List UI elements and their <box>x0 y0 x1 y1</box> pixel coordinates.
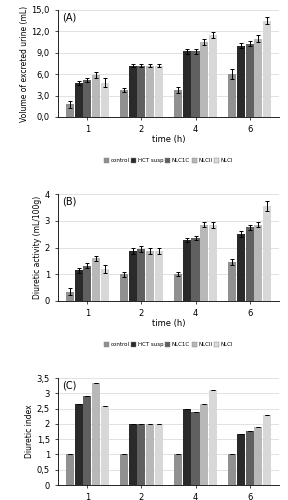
Text: (B): (B) <box>62 196 76 206</box>
Bar <box>209 225 217 301</box>
Text: (A): (A) <box>62 12 76 22</box>
Bar <box>101 270 109 301</box>
Bar <box>254 38 262 117</box>
Legend: control, HCT susp, NLC1C, NLCII, NLCI: control, HCT susp, NLC1C, NLCII, NLCI <box>104 158 233 164</box>
Bar <box>228 74 236 117</box>
Bar <box>120 454 128 485</box>
Bar <box>120 274 128 301</box>
Bar <box>66 104 74 117</box>
Bar <box>83 80 91 117</box>
Bar <box>200 225 208 301</box>
Bar <box>75 404 83 485</box>
Bar <box>228 262 236 301</box>
Bar <box>92 75 100 117</box>
Bar <box>192 412 200 485</box>
Bar <box>66 454 74 485</box>
Bar <box>101 82 109 117</box>
Bar <box>246 431 254 485</box>
Bar <box>192 52 200 117</box>
Bar <box>246 228 254 301</box>
Bar <box>263 416 271 485</box>
Bar <box>146 424 154 485</box>
Bar <box>200 42 208 117</box>
X-axis label: time (h): time (h) <box>152 319 185 328</box>
Bar <box>83 266 91 301</box>
Bar <box>254 427 262 485</box>
Bar <box>155 424 163 485</box>
Bar <box>92 258 100 301</box>
Bar <box>246 44 254 117</box>
Bar <box>129 66 137 117</box>
Bar <box>237 46 245 117</box>
Bar <box>209 35 217 117</box>
Bar <box>137 249 145 301</box>
Bar <box>174 90 182 117</box>
Bar <box>174 274 182 301</box>
Text: (C): (C) <box>62 380 76 390</box>
Bar <box>92 382 100 485</box>
Bar <box>101 406 109 485</box>
Bar <box>228 454 236 485</box>
Bar <box>155 251 163 301</box>
Bar <box>209 390 217 485</box>
Bar <box>137 424 145 485</box>
Bar <box>183 240 191 301</box>
Bar <box>83 396 91 485</box>
Bar <box>263 206 271 301</box>
Bar <box>129 251 137 301</box>
Bar <box>237 434 245 485</box>
Bar <box>66 292 74 301</box>
Bar <box>120 90 128 117</box>
X-axis label: time (h): time (h) <box>152 135 185 144</box>
Bar <box>200 404 208 485</box>
Y-axis label: Diuretic activity (mL/100g): Diuretic activity (mL/100g) <box>33 196 42 299</box>
Bar <box>129 424 137 485</box>
Legend: control, HCT susp, NLC1C, NLCII, NLCI: control, HCT susp, NLC1C, NLCII, NLCI <box>104 342 233 347</box>
Bar <box>263 20 271 117</box>
Bar <box>155 66 163 117</box>
Bar <box>137 66 145 117</box>
Y-axis label: Volume of excreted urine (mL): Volume of excreted urine (mL) <box>20 6 29 121</box>
Bar <box>146 66 154 117</box>
Bar <box>75 82 83 117</box>
Bar <box>174 454 182 485</box>
Bar <box>183 408 191 485</box>
Bar <box>254 225 262 301</box>
Bar <box>146 251 154 301</box>
Bar <box>237 234 245 301</box>
Y-axis label: Diuretic index: Diuretic index <box>25 404 34 458</box>
Bar <box>183 52 191 117</box>
Bar <box>75 270 83 301</box>
Bar <box>192 238 200 301</box>
